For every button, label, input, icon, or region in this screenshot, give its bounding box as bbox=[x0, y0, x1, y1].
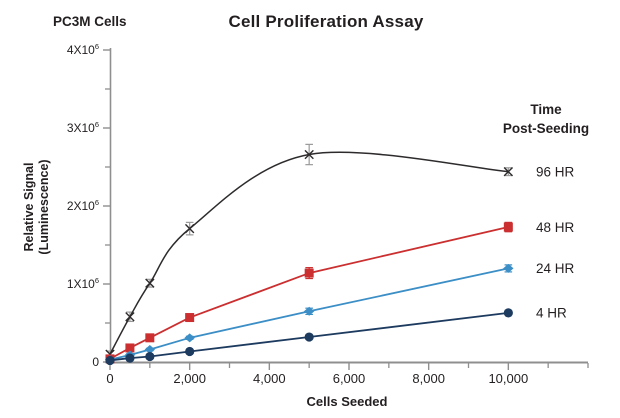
x-tick-label: 8,000 bbox=[412, 371, 445, 386]
superscript: 6 bbox=[95, 276, 99, 285]
series-line-96-hr bbox=[109, 151, 509, 355]
x-tick-label: 0 bbox=[106, 371, 113, 386]
y-tick-label: 1X106 bbox=[67, 276, 99, 291]
marker-square-48-hr bbox=[304, 268, 314, 278]
y-axis-label-line1: Relative Signal bbox=[22, 162, 36, 252]
marker-circle-4-hr bbox=[304, 332, 314, 342]
y-tick-label: 3X106 bbox=[67, 120, 99, 135]
superscript: 6 bbox=[95, 120, 99, 129]
marker-circle-4-hr bbox=[185, 346, 195, 357]
marker-x-96-hr bbox=[184, 223, 195, 234]
x-tick-label: 6,000 bbox=[333, 371, 366, 386]
x-tick-label: 2,000 bbox=[173, 371, 206, 386]
superscript: 6 bbox=[95, 42, 99, 51]
marker-circle-4-hr bbox=[145, 351, 155, 362]
marker-circle-4-hr bbox=[105, 355, 115, 366]
marker-diamond-24-hr bbox=[303, 306, 315, 316]
marker-circle-4-hr bbox=[503, 308, 513, 318]
marker-x-96-hr bbox=[145, 278, 155, 288]
marker-square-48-hr bbox=[145, 333, 155, 343]
marker-diamond-24-hr bbox=[184, 333, 195, 343]
marker-x-96-hr bbox=[125, 312, 135, 322]
legend-label-96-hr: 96 HR bbox=[536, 164, 575, 179]
y-axis-label: Relative Signal (Luminescence) bbox=[22, 159, 52, 254]
marker-circle-4-hr bbox=[125, 353, 135, 363]
y-tick-label: 0 bbox=[92, 355, 99, 369]
legend-title-line2: Post-Seeding bbox=[502, 121, 590, 136]
y-tick-label: 4X106 bbox=[67, 42, 99, 57]
corner-label: PC3M Cells bbox=[53, 14, 127, 29]
legend-label-4-hr: 4 HR bbox=[536, 306, 567, 321]
legend-title: Time Post-Seeding bbox=[503, 100, 589, 138]
x-tick-label: 10,000 bbox=[488, 371, 528, 386]
legend-label-48-hr: 48 HR bbox=[536, 220, 575, 235]
marker-diamond-24-hr bbox=[503, 263, 514, 273]
marker-square-48-hr bbox=[503, 222, 513, 232]
y-tick-label: 2X106 bbox=[67, 198, 99, 213]
chart-title: Cell Proliferation Assay bbox=[228, 12, 424, 31]
superscript: 6 bbox=[95, 198, 99, 207]
y-axis-label-line2: (Luminescence) bbox=[37, 159, 51, 255]
marker-diamond-24-hr bbox=[144, 345, 156, 355]
x-axis-label: Cells Seeded bbox=[306, 394, 388, 409]
legend-label-24-hr: 24 HR bbox=[536, 261, 575, 276]
marker-square-48-hr bbox=[185, 313, 195, 323]
marker-x-96-hr bbox=[503, 166, 514, 177]
marker-x-96-hr bbox=[304, 149, 314, 160]
legend-title-line1: Time bbox=[530, 102, 562, 117]
x-tick-label: 4,000 bbox=[253, 371, 286, 386]
marker-square-48-hr bbox=[125, 343, 135, 353]
